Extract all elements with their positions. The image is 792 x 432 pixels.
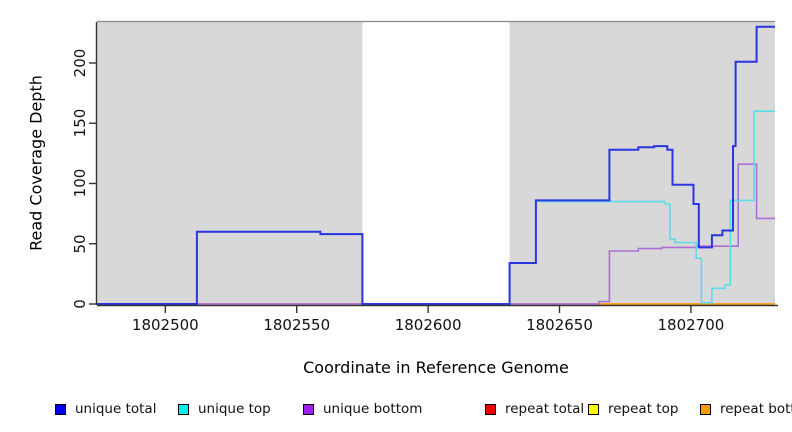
shaded-region: [97, 22, 363, 305]
y-tick-label: 50: [71, 234, 89, 254]
x-tick-label: 1802650: [526, 316, 593, 334]
series-line-unique-bottom: [97, 163, 775, 305]
series-line-unique-total: [97, 25, 775, 305]
x-tick-label: 1802600: [394, 316, 462, 334]
x-tick-label: 1802550: [263, 316, 331, 334]
x-tick-label: 1802700: [657, 316, 725, 334]
y-tick-label: 100: [71, 169, 89, 198]
y-tick-label: 150: [71, 108, 89, 138]
y-tick-label: 0: [71, 299, 89, 309]
y-tick-label: 200: [71, 48, 89, 78]
x-tick-label: 1802500: [131, 316, 199, 334]
y-axis-title: Read Coverage Depth: [26, 75, 46, 251]
x-axis-title: Coordinate in Reference Genome: [303, 358, 569, 377]
